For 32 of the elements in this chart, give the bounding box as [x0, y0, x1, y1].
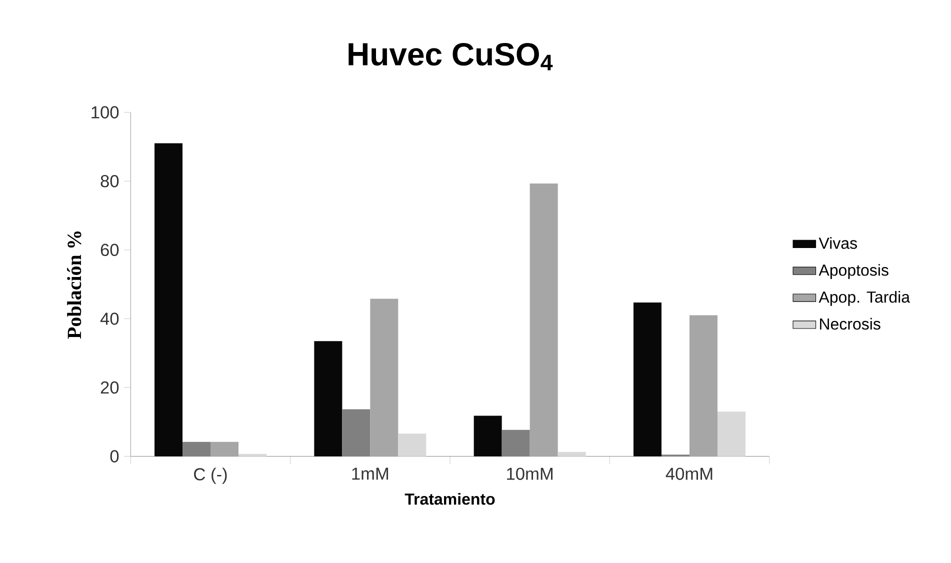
bar [398, 434, 426, 456]
bar [154, 143, 183, 456]
bar [210, 442, 238, 456]
y-tick-label: 40 [100, 312, 119, 325]
bar [370, 298, 398, 456]
bar [238, 454, 266, 456]
bar [502, 430, 530, 456]
legend-label: Apop. Tardia [818, 291, 910, 306]
bar [182, 442, 211, 456]
bar [717, 412, 746, 456]
y-tick-label: 20 [100, 381, 119, 394]
y-tick-label: 60 [100, 244, 119, 256]
chart-title: Huvec CuSO$_{4}$ [348, 42, 553, 70]
x-tick-label: 40mM [666, 468, 712, 480]
bar [558, 452, 586, 456]
y-tick-label: 100 [92, 106, 119, 118]
legend-label: Apoptosis [818, 264, 888, 279]
bar [342, 409, 370, 456]
legend-label: Necrosis [820, 318, 880, 330]
x-axis-title: Tratamiento [404, 493, 495, 505]
y-axis-title: Población % [67, 231, 82, 339]
x-tick-label: 1mM [352, 468, 388, 480]
bar [530, 184, 558, 456]
x-tick-label: 10mM [507, 468, 552, 480]
bar [314, 341, 342, 456]
legend-label: Vivas [818, 237, 857, 249]
bar [689, 315, 718, 456]
y-tick-label: 80 [100, 174, 119, 188]
y-tick-label: 0 [110, 450, 119, 462]
bar [474, 416, 502, 456]
bar [633, 302, 662, 456]
x-tick-label: C (-) [194, 468, 227, 484]
